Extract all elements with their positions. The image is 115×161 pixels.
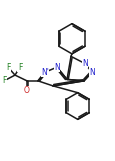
Text: N': N' [41, 68, 49, 77]
Text: O: O [24, 86, 30, 95]
Text: F: F [2, 76, 6, 85]
Text: N: N [54, 63, 59, 72]
Text: N: N [88, 68, 94, 77]
Text: F: F [6, 63, 10, 72]
Text: F: F [18, 63, 22, 72]
Text: N: N [81, 59, 87, 68]
